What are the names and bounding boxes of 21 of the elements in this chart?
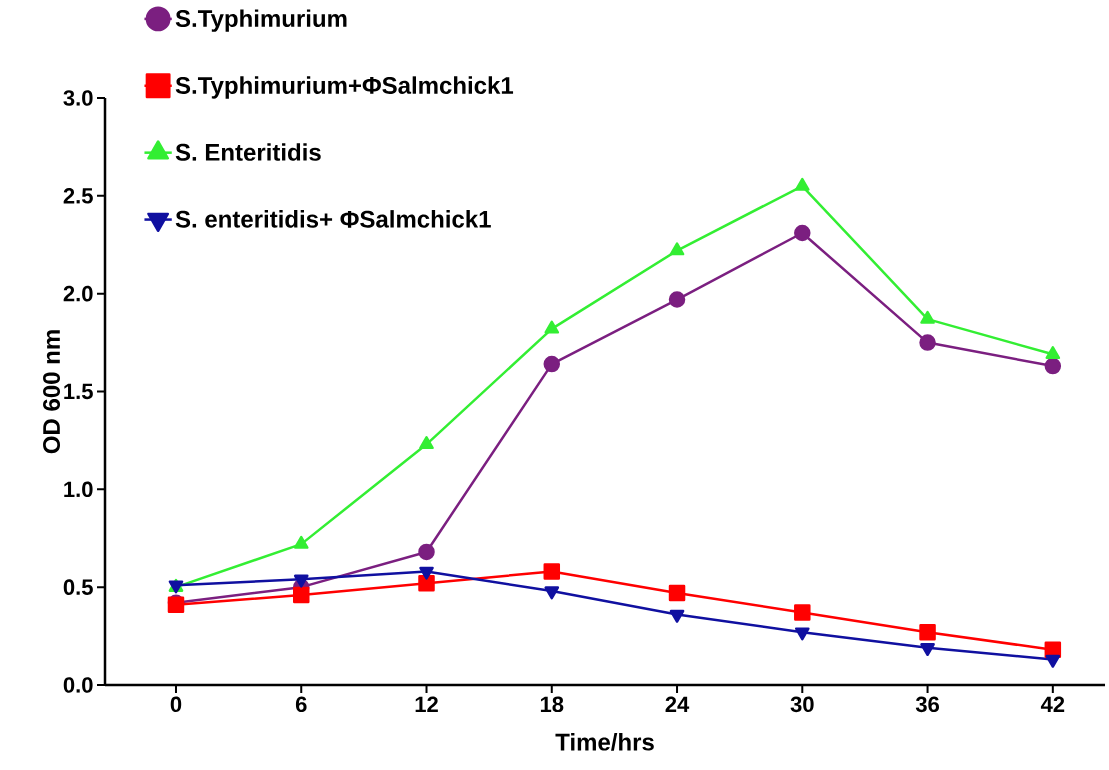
x-tick-label: 12 [415, 696, 438, 712]
legend-label: S. enteritidis+ ΦSalmchick1 [175, 210, 491, 228]
x-tick-label: 18 [540, 696, 564, 713]
x-tick-label: 0 [170, 696, 182, 713]
y-tick-label: 1.5 [64, 383, 93, 400]
x-tick-label: 30 [790, 696, 814, 713]
y-tick-label: 0.0 [63, 677, 93, 693]
x-tick-label: 36 [915, 696, 939, 713]
y-tick-label: 1.0 [64, 481, 93, 498]
y-tick-label: 0.5 [63, 579, 93, 595]
y-tick-label: 3.0 [63, 90, 93, 106]
x-axis-title: Time/hrs [555, 732, 654, 751]
legend-label: S.Typhimurium [175, 9, 347, 32]
x-tick-label: 24 [665, 696, 690, 712]
x-tick-label: 42 [1040, 696, 1065, 712]
legend-label: S.Typhimurium+ΦSalmchick1 [175, 76, 514, 99]
y-tick-label: 2.5 [63, 188, 93, 204]
legend-label: S. Enteritidis [175, 143, 321, 161]
y-axis-title: OD 600 nm [43, 330, 61, 454]
y-tick-label: 2.0 [63, 285, 93, 302]
x-tick-label: 6 [295, 696, 307, 713]
